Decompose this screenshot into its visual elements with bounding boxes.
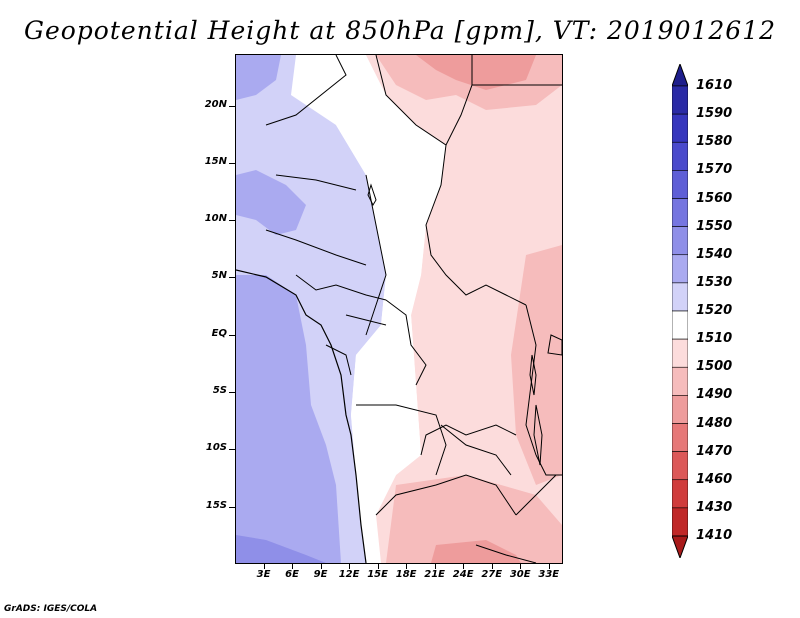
colorbar-swatch — [671, 366, 689, 396]
zone-1510 — [336, 95, 446, 515]
lat-label: 10S — [205, 442, 227, 454]
map-title: Geopotential Height at 850hPa [gpm], VT:… — [23, 16, 777, 45]
colorbar-label: 1560 — [696, 190, 733, 206]
zone-1530-ocean — [236, 275, 341, 563]
lat-label: 15S — [205, 499, 227, 511]
colorbar-label: 1500 — [696, 359, 733, 375]
colorbar-swatch — [671, 338, 689, 368]
lat-label: EQ — [211, 327, 227, 339]
lakes — [367, 183, 562, 466]
colorbar-bottom-arrow — [671, 535, 689, 560]
lon-label: 15E — [367, 569, 388, 580]
colorbar-swatch — [671, 254, 689, 284]
colorbar-label: 1480 — [696, 415, 733, 431]
lon-tick — [292, 564, 294, 569]
lat-tick — [229, 220, 235, 222]
country-borders — [265, 55, 562, 563]
zone-1530-west — [236, 170, 306, 235]
colorbar-swatch — [671, 198, 689, 227]
colorbar-swatch — [671, 507, 689, 537]
lon-label: 33E — [538, 569, 560, 580]
colorbar-label: 1550 — [696, 218, 733, 234]
lat-tick — [229, 277, 235, 279]
colorbar-label: 1590 — [696, 106, 733, 122]
zone-1480-north — [416, 55, 536, 90]
lat-label: 20N — [204, 98, 227, 110]
geopotential-map — [236, 55, 562, 563]
lon-label: 6E — [285, 569, 299, 580]
lon-tick — [406, 564, 408, 569]
lon-label: 27E — [481, 569, 503, 580]
footer-credit: GrADS: IGES/COLA — [4, 604, 98, 614]
colorbar-swatch — [671, 395, 689, 424]
lat-tick — [229, 506, 235, 508]
colorbar-label: 1470 — [696, 443, 733, 459]
zone-1490-east — [511, 245, 562, 485]
lat-label: 5S — [212, 385, 227, 397]
colorbar-label: 1430 — [696, 499, 733, 515]
zone-1500 — [366, 55, 562, 563]
zone-1490-south — [386, 475, 562, 563]
lon-label: 21E — [424, 569, 446, 580]
colorbar-swatch — [671, 423, 689, 452]
lat-tick — [229, 334, 235, 336]
colorbar-swatch — [671, 479, 689, 509]
lon-label: 24E — [452, 569, 474, 580]
colorbar-label: 1530 — [696, 274, 733, 290]
colorbar-label: 1610 — [696, 78, 733, 93]
colorbar-label: 1570 — [696, 162, 733, 178]
lon-tick — [320, 564, 322, 569]
lon-label: 3E — [256, 569, 271, 580]
lat-tick — [229, 162, 235, 164]
lon-tick — [349, 564, 351, 569]
colorbar-label: 1460 — [696, 471, 733, 487]
lon-tick — [491, 564, 493, 569]
lon-tick — [434, 564, 436, 569]
colorbar-label: 1490 — [696, 387, 733, 403]
colorbar-swatch — [671, 170, 689, 199]
zone-1530-north — [236, 55, 281, 100]
colorbar-swatch — [671, 282, 689, 312]
lon-label: 30E — [509, 569, 531, 580]
colorbar-swatch — [671, 310, 689, 340]
colorbar-label: 1540 — [696, 246, 733, 262]
zone-1480-south — [431, 540, 521, 563]
colorbar-swatch — [671, 141, 689, 171]
lon-tick — [520, 564, 522, 569]
lat-tick — [229, 449, 235, 451]
lon-tick — [377, 564, 379, 569]
lon-label: 12E — [338, 569, 360, 580]
coastline — [236, 269, 367, 563]
colorbar-swatch — [671, 451, 689, 481]
lon-tick — [463, 564, 465, 569]
lat-label: 10N — [204, 213, 227, 225]
zone-1540 — [236, 535, 326, 563]
colorbar-swatch — [671, 85, 689, 115]
colorbar-label: 1410 — [696, 528, 733, 543]
lon-label: 9E — [313, 569, 328, 580]
colorbar-top-arrow — [671, 62, 689, 87]
lon-label: 18E — [395, 569, 417, 580]
colorbar-swatch — [671, 113, 689, 143]
lat-tick — [229, 105, 235, 107]
colorbar-label: 1510 — [696, 331, 733, 347]
colorbar-label: 1520 — [696, 303, 733, 318]
lon-tick — [263, 564, 265, 569]
lat-tick — [229, 392, 235, 394]
lat-label: 5N — [211, 270, 227, 282]
colorbar — [671, 62, 689, 562]
colorbar-swatch — [671, 226, 689, 256]
colorbar-label: 1580 — [696, 134, 733, 150]
lon-tick — [548, 564, 550, 569]
lat-label: 15N — [204, 155, 227, 167]
colorbar-swatches — [671, 62, 689, 560]
map-panel — [235, 54, 563, 564]
